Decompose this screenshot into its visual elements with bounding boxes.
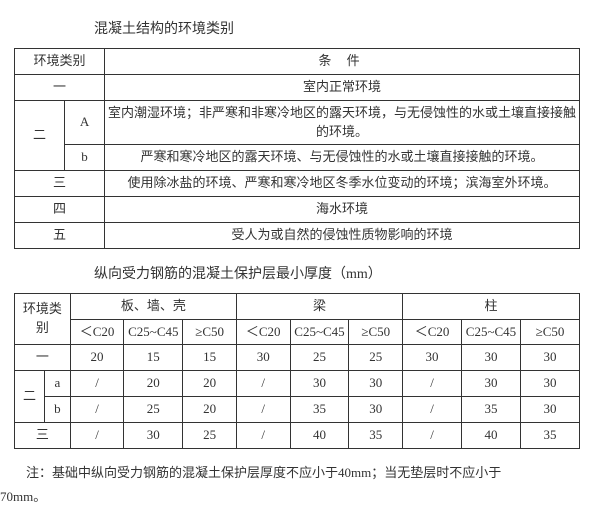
- footnote-line2: 70mm。: [0, 486, 580, 505]
- t2-val: 30: [349, 371, 403, 397]
- t2-sub: b: [45, 397, 71, 423]
- t1-header-category: 环境类别: [15, 49, 105, 75]
- t2-val: 30: [290, 371, 349, 397]
- t1-cond: 海水环境: [105, 197, 580, 223]
- table2-title: 纵向受力钢筋的混凝土保护层最小厚度（mm）: [94, 263, 580, 283]
- t1-sub: b: [65, 145, 105, 171]
- t2-val: 25: [290, 345, 349, 371]
- t2-val: /: [236, 371, 290, 397]
- t2-val: 30: [403, 345, 462, 371]
- t1-cat: 三: [15, 171, 105, 197]
- t2-sub: a: [45, 371, 71, 397]
- t2-sub: C25~C45: [124, 319, 183, 345]
- footnote-line1: 注：基础中纵向受力钢筋的混凝土保护层厚度不应小于40mm；当无垫层时不应小于: [0, 461, 580, 486]
- t2-val: 35: [349, 422, 403, 448]
- t2-val: 15: [183, 345, 237, 371]
- t2-val: 25: [349, 345, 403, 371]
- t2-val: /: [403, 422, 462, 448]
- t2-sub: ＜C20: [236, 319, 290, 345]
- t2-val: /: [70, 371, 124, 397]
- t2-val: 30: [236, 345, 290, 371]
- t2-val: /: [236, 397, 290, 423]
- t2-sub: ＜C20: [403, 319, 462, 345]
- t2-cat: 三: [15, 422, 71, 448]
- t2-group: 梁: [236, 293, 402, 319]
- t2-val: /: [70, 422, 124, 448]
- t1-cond: 使用除冰盐的环境、严寒和寒冷地区冬季水位变动的环境；滨海室外环境。: [105, 171, 580, 197]
- t2-val: 30: [124, 422, 183, 448]
- t2-val: /: [70, 397, 124, 423]
- t2-val: 35: [462, 397, 521, 423]
- table1-title: 混凝土结构的环境类别: [94, 18, 580, 38]
- t2-val: 20: [183, 371, 237, 397]
- t2-sub: ＜C20: [70, 319, 124, 345]
- t2-val: 30: [520, 371, 579, 397]
- t2-val: /: [236, 422, 290, 448]
- t2-sub: C25~C45: [290, 319, 349, 345]
- t2-header-env: 环境类别: [15, 293, 71, 345]
- t2-sub: ≥C50: [349, 319, 403, 345]
- cover-thickness-table: 环境类别 板、墙、壳 梁 柱 ＜C20 C25~C45 ≥C50 ＜C20 C2…: [14, 293, 580, 449]
- t2-val: 30: [462, 371, 521, 397]
- t1-header-condition: 条 件: [105, 49, 580, 75]
- t2-val: /: [403, 371, 462, 397]
- t2-cat: 一: [15, 345, 71, 371]
- t2-group: 柱: [403, 293, 580, 319]
- t2-val: 30: [520, 345, 579, 371]
- t2-val: 40: [462, 422, 521, 448]
- t2-sub: ≥C50: [183, 319, 237, 345]
- t2-sub: ≥C50: [520, 319, 579, 345]
- t1-cat: 五: [15, 222, 105, 248]
- t1-cond: 室内正常环境: [105, 74, 580, 100]
- t2-val: 15: [124, 345, 183, 371]
- t2-val: /: [403, 397, 462, 423]
- t2-val: 35: [520, 422, 579, 448]
- t2-val: 20: [124, 371, 183, 397]
- t2-val: 25: [124, 397, 183, 423]
- t1-cat: 二: [15, 100, 65, 171]
- t1-cond: 室内潮湿环境；非严寒和非寒冷地区的露天环境，与无侵蚀性的水或土壤直接接触的环境。: [105, 100, 580, 145]
- t1-cat: 一: [15, 74, 105, 100]
- t2-val: 20: [183, 397, 237, 423]
- t1-cond: 受人为或自然的侵蚀性质物影响的环境: [105, 222, 580, 248]
- t2-group: 板、墙、壳: [70, 293, 236, 319]
- t2-val: 30: [462, 345, 521, 371]
- t2-val: 40: [290, 422, 349, 448]
- t1-cat: 四: [15, 197, 105, 223]
- env-category-table: 环境类别 条 件 一 室内正常环境 二 A 室内潮湿环境；非严寒和非寒冷地区的露…: [14, 48, 580, 249]
- t2-sub: C25~C45: [462, 319, 521, 345]
- t2-val: 25: [183, 422, 237, 448]
- t1-sub: A: [65, 100, 105, 145]
- t2-val: 35: [290, 397, 349, 423]
- t2-val: 30: [520, 397, 579, 423]
- t1-cond: 严寒和寒冷地区的露天环境、与无侵蚀性的水或土壤直接接触的环境。: [105, 145, 580, 171]
- t2-val: 20: [70, 345, 124, 371]
- t2-val: 30: [349, 397, 403, 423]
- t2-cat: 二: [15, 371, 45, 423]
